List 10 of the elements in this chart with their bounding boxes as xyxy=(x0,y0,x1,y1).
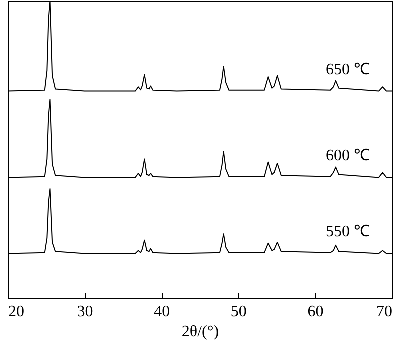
x-axis-title: 2θ/(°) xyxy=(182,324,220,340)
x-tick-label: 60 xyxy=(308,304,324,320)
x-tick-label: 20 xyxy=(8,304,24,320)
x-tick-label: 40 xyxy=(154,304,170,320)
series-label: 600 ℃ xyxy=(326,148,370,165)
x-tick-label: 30 xyxy=(77,304,94,320)
series-label: 550 ℃ xyxy=(326,224,370,241)
x-tick-label: 50 xyxy=(230,304,247,320)
series-label: 650 ℃ xyxy=(326,61,370,78)
x-tick-label: 70 xyxy=(376,304,392,320)
